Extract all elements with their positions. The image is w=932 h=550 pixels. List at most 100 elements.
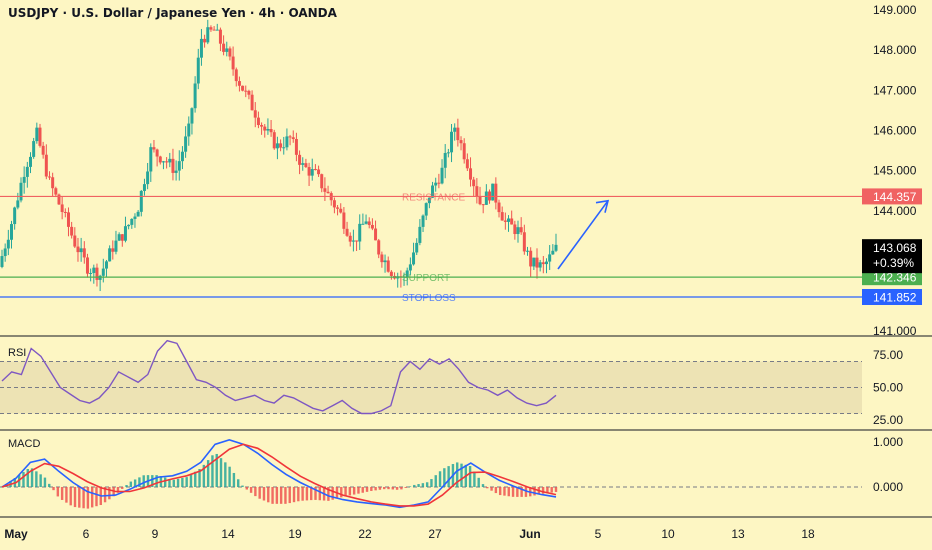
- macd-histogram-bar: [202, 464, 206, 487]
- candle-body: [136, 211, 140, 217]
- candle-body: [355, 240, 359, 242]
- candle-body: [256, 117, 260, 126]
- macd-histogram-bar: [546, 487, 549, 494]
- candle-body: [76, 246, 80, 253]
- macd-histogram-bar: [155, 475, 158, 487]
- candle-body: [117, 234, 121, 241]
- candle-body: [513, 224, 517, 235]
- macd-histogram-bar: [408, 486, 412, 487]
- macd-histogram-bar: [245, 487, 248, 490]
- candle-body: [421, 215, 425, 227]
- candle-body: [95, 267, 99, 280]
- price-axis-tick-label: 141.000: [873, 324, 917, 338]
- candle-body: [291, 137, 295, 140]
- macd-histogram-bar: [352, 487, 356, 495]
- chart-title: USDJPY · U.S. Dollar / Japanese Yen · 4h…: [8, 6, 337, 20]
- macd-histogram-bar: [215, 453, 218, 487]
- candle-body: [538, 262, 542, 268]
- candle-body: [60, 204, 64, 212]
- time-axis-tick-label: 5: [595, 527, 602, 541]
- candle-body: [16, 200, 20, 208]
- candle-body: [317, 169, 321, 175]
- macd-histogram-bar: [108, 487, 111, 500]
- macd-histogram-bar: [116, 487, 120, 493]
- macd-histogram-bar: [275, 487, 279, 504]
- macd-histogram-bar: [357, 487, 360, 494]
- candle-body: [73, 235, 77, 247]
- candle-body: [361, 223, 365, 225]
- candle-body: [111, 248, 115, 252]
- candle-body: [374, 228, 378, 241]
- candle-body: [212, 29, 216, 31]
- rsi-axis-tick-label: 25.00: [873, 413, 903, 427]
- candle-body: [510, 218, 514, 225]
- macd-histogram-bar: [90, 487, 94, 508]
- macd-histogram-bar: [473, 471, 476, 487]
- candle-body: [149, 147, 153, 172]
- macd-histogram-bar: [142, 475, 145, 487]
- macd-histogram-bar: [271, 487, 274, 504]
- price-axis-tick-label: 148.000: [873, 43, 917, 57]
- candle-body: [6, 239, 10, 249]
- candle-body: [85, 257, 89, 274]
- macd-histogram-bar: [133, 479, 137, 487]
- macd-histogram-bar: [151, 475, 154, 487]
- macd-histogram-bar: [206, 460, 210, 487]
- macd-histogram-bar: [172, 479, 175, 487]
- macd-histogram-bar: [404, 487, 407, 488]
- macd-histogram-bar: [82, 487, 85, 509]
- macd-histogram-bar: [43, 477, 47, 487]
- macd-histogram-bar: [176, 478, 180, 487]
- macd-histogram-bar: [340, 487, 343, 498]
- candle-body: [139, 190, 143, 212]
- candle-body: [79, 248, 83, 253]
- candle-body: [196, 57, 200, 84]
- candle-body: [529, 250, 533, 267]
- macd-histogram-bar: [78, 487, 81, 508]
- rsi-axis-tick-label: 75.00: [873, 348, 903, 362]
- candle-body: [19, 182, 23, 201]
- candle-body: [383, 260, 387, 263]
- macd-histogram-bar: [477, 477, 480, 487]
- candle-body: [92, 267, 96, 273]
- macd-histogram-bar: [297, 487, 300, 502]
- macd-histogram-bar: [52, 487, 55, 491]
- candle-body: [253, 110, 257, 118]
- macd-histogram-bar: [365, 487, 369, 492]
- price-axis-tick-label: 147.000: [873, 83, 917, 97]
- candle-body: [177, 161, 181, 171]
- macd-histogram-bar: [95, 487, 98, 507]
- last-price-tag: [862, 239, 922, 274]
- macd-histogram-bar: [73, 487, 77, 508]
- candle-body: [158, 156, 162, 163]
- candle-body: [101, 268, 105, 276]
- macd-histogram-bar: [237, 479, 240, 487]
- candle-body: [301, 163, 305, 165]
- candle-body: [405, 270, 409, 277]
- macd-histogram-bar: [39, 474, 42, 487]
- candle-body: [541, 262, 545, 265]
- candle-body: [456, 127, 460, 141]
- candle-body: [288, 136, 292, 138]
- macd-histogram-bar: [498, 487, 502, 496]
- macd-histogram-bar: [168, 479, 171, 487]
- candle-body: [548, 254, 552, 262]
- candle-body: [332, 200, 336, 208]
- price-axis-tick-label: 144.000: [873, 204, 917, 218]
- candle-body: [380, 254, 384, 263]
- candle-body: [44, 154, 48, 177]
- candle-body: [434, 182, 438, 186]
- candle-body: [307, 167, 311, 176]
- time-axis-tick-label: 9: [152, 527, 159, 541]
- macd-histogram-bar: [374, 487, 377, 491]
- macd-histogram-bar: [305, 487, 309, 501]
- candle-body: [462, 143, 466, 160]
- macd-histogram-bar: [211, 455, 214, 487]
- macd-histogram-bar: [314, 487, 317, 500]
- candle-body: [320, 174, 324, 189]
- candle-body: [326, 191, 330, 194]
- macd-histogram-bar: [554, 487, 558, 492]
- macd-histogram-bar: [185, 477, 188, 487]
- candle-body: [310, 169, 314, 176]
